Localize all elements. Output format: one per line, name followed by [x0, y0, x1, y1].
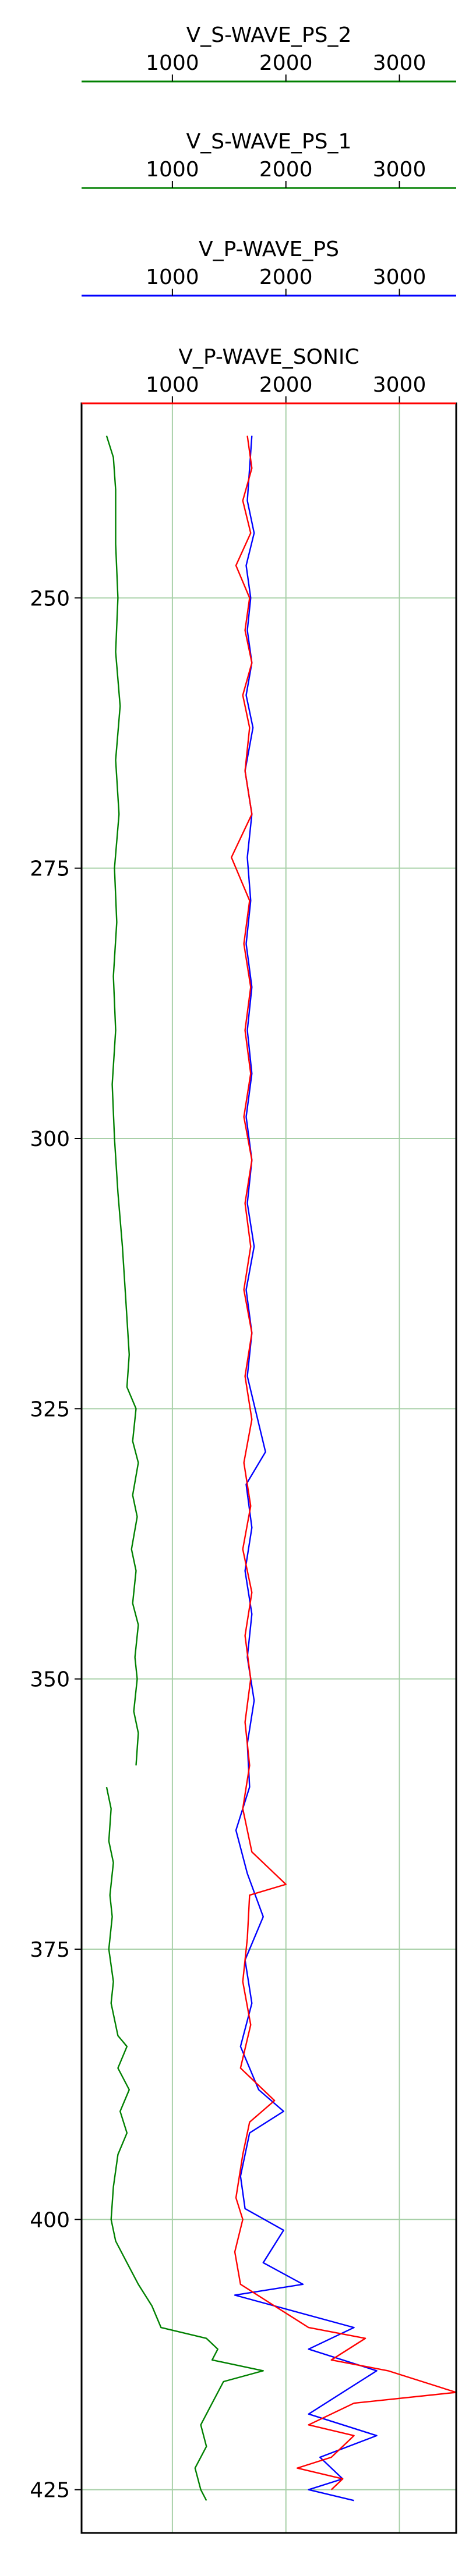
track-title: V_S-WAVE_PS_2 [186, 23, 352, 47]
y-tick-label: 275 [30, 857, 70, 881]
grid-lines [82, 403, 456, 2533]
series-line-v-p-wave-sonic [231, 435, 457, 2490]
y-axis: 250 275 300 325 350 375 400 425 [30, 587, 82, 2503]
series-line-v-p-wave-ps [234, 435, 378, 2502]
x-tick-label: 3000 [373, 51, 426, 75]
x-tick-label: 1000 [146, 373, 199, 397]
track-title: V_P-WAVE_SONIC [178, 345, 359, 369]
y-tick-label: 425 [30, 2479, 70, 2503]
y-tick-label: 400 [30, 2208, 70, 2232]
x-tick-label: 2000 [259, 265, 313, 289]
y-tick-label: 375 [30, 1938, 70, 1962]
x-tick-label: 2000 [259, 158, 313, 182]
x-tick-label: 1000 [146, 265, 199, 289]
track-headers: 1000 2000 3000 V_S-WAVE_PS_2 1000 2000 3000 V_S… [82, 23, 456, 405]
x-tick-label: 3000 [373, 158, 426, 182]
x-tick-label: 1000 [146, 51, 199, 75]
x-tick-label: 2000 [259, 373, 313, 397]
x-tick-label: 1000 [146, 158, 199, 182]
y-tick-label: 325 [30, 1397, 70, 1421]
series-line-v-s-wave-ps-1 [105, 1787, 264, 2501]
y-tick-label: 350 [30, 1668, 70, 1692]
track-title: V_P-WAVE_PS [199, 237, 339, 261]
x-tick-label: 3000 [373, 373, 426, 397]
x-tick-label: 3000 [373, 265, 426, 289]
series-line-v-s-wave-ps-2 [105, 435, 139, 1766]
track-title: V_S-WAVE_PS_1 [186, 130, 352, 154]
y-tick-label: 300 [30, 1127, 70, 1151]
x-tick-label: 2000 [259, 51, 313, 75]
series-lines [105, 435, 457, 2502]
y-tick-label: 250 [30, 587, 70, 611]
plot-area: 250 275 300 325 350 375 400 425 [30, 402, 457, 2534]
